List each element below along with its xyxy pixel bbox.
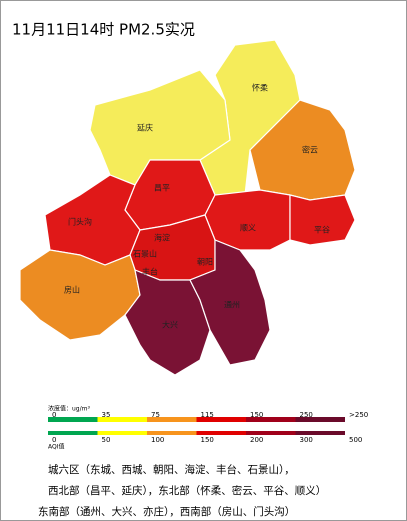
legend-swatch xyxy=(97,417,147,422)
tongzhou xyxy=(189,239,271,366)
district-label: 怀柔 xyxy=(252,83,268,93)
legend-swatch xyxy=(246,417,296,422)
legend-swatch xyxy=(48,431,98,435)
legend-label: 浓度值：ug/m³ xyxy=(48,405,90,413)
legend-swatch xyxy=(196,417,246,422)
daxing xyxy=(124,269,211,376)
note: 城六区（东城、西城、朝阳、海淀、丰台、石景山）， xyxy=(48,463,295,476)
note: 东南部（通州、大兴、亦庄），西南部（房山、门头沟） xyxy=(38,505,295,518)
legend-swatch xyxy=(147,431,197,435)
legend-tick: 100 xyxy=(151,436,164,444)
district-label: 门头沟 xyxy=(68,217,92,227)
legend-tick: 300 xyxy=(300,436,313,444)
legend-tick: >250 xyxy=(349,411,368,419)
note: 西北部（昌平、延庆），东北部（怀柔、密云、平谷、顺义） xyxy=(48,484,326,497)
legend-tick: 200 xyxy=(250,436,263,444)
district-label: 石景山 xyxy=(133,249,157,259)
legend-tick: 0 xyxy=(52,436,56,444)
legend-swatch xyxy=(97,431,147,435)
legend-swatch xyxy=(48,417,98,422)
title: 11月11日14时 PM2.5实况 xyxy=(12,21,195,39)
legend-tick: 50 xyxy=(102,436,111,444)
district-label: 通州 xyxy=(224,300,240,310)
legend-swatch xyxy=(196,431,246,435)
miyun xyxy=(249,99,356,201)
legend-swatch xyxy=(246,431,296,435)
district-label: 丰台 xyxy=(142,267,158,277)
district-label: 密云 xyxy=(302,145,318,155)
legend-swatch xyxy=(295,431,345,435)
legend-tick: 500 xyxy=(349,436,362,444)
district-label: 平谷 xyxy=(314,226,330,235)
district-label: 海淀 xyxy=(154,233,170,243)
district-label: 房山 xyxy=(64,285,80,295)
district-label: 大兴 xyxy=(162,320,178,330)
map: 怀柔 延庆 密云 昌平 门头沟 顺义 平谷 海淀 朝阳 丰台 石景山 房山 大兴… xyxy=(19,39,356,376)
pinggu xyxy=(289,194,356,246)
legend-tick: 150 xyxy=(250,411,263,419)
legend-tick: 150 xyxy=(201,436,214,444)
district-label: 朝阳 xyxy=(197,258,213,267)
legend-swatch xyxy=(147,417,197,422)
legend-tick: 35 xyxy=(102,411,111,419)
district-label: 顺义 xyxy=(240,224,256,233)
legend-tick: 115 xyxy=(201,411,214,419)
legend-swatch xyxy=(295,417,345,422)
legend-tick: 250 xyxy=(300,411,313,419)
legend: 浓度值：ug/m³ AQI值 0 35 75 115 150 250 >250 0 50 100 1… xyxy=(48,405,368,451)
legend-label: AQI值 xyxy=(48,443,65,451)
legend-tick: 0 xyxy=(52,411,56,419)
district-label: 昌平 xyxy=(154,184,170,193)
district-label: 延庆 xyxy=(137,123,153,133)
legend-tick: 75 xyxy=(151,411,160,419)
